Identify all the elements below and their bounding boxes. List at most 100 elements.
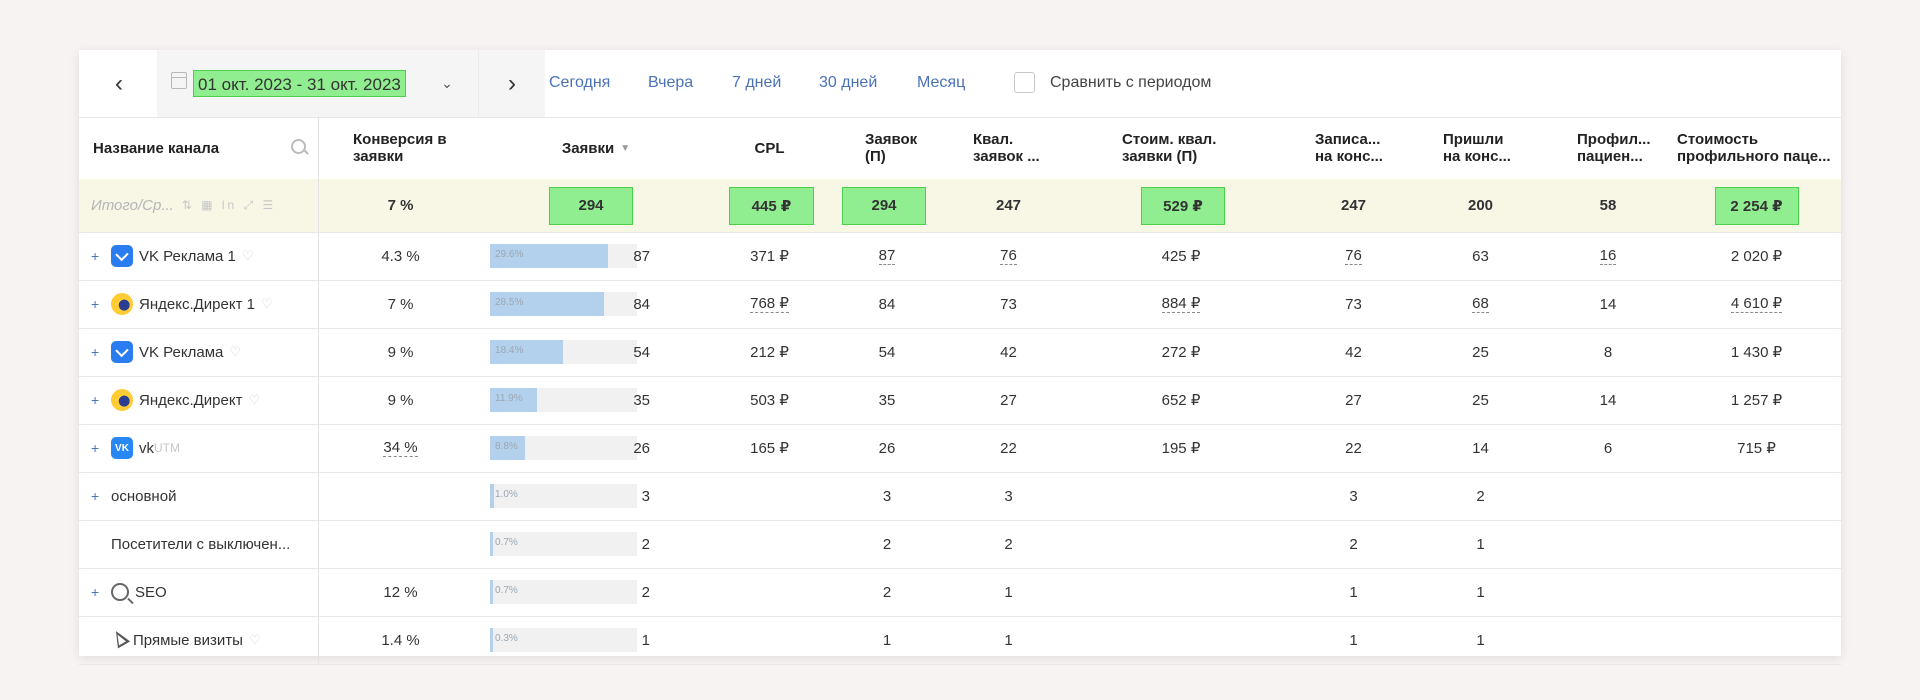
table-row[interactable]: Прямые визиты ♡ 0.3% 1 1.4 % 1 1 1 1 xyxy=(79,616,1841,665)
vk-ads-icon xyxy=(111,341,133,363)
profile-cell: 14 xyxy=(1544,376,1672,424)
search-icon[interactable] xyxy=(291,139,306,154)
leads-p-value[interactable]: 87 xyxy=(878,246,896,265)
channel-cell[interactable]: + VK Реклама ♡ xyxy=(79,328,319,376)
channel-cell[interactable]: + основной xyxy=(79,472,319,520)
booked-value: 1 xyxy=(1349,631,1358,649)
channel-cell[interactable]: + SEO xyxy=(79,568,319,616)
booked-cell: 27 xyxy=(1290,376,1417,424)
conversion-cell: 9 % xyxy=(319,328,482,376)
chevron-right-icon[interactable]: › xyxy=(478,50,545,117)
column-header-cpl[interactable]: CPL xyxy=(754,139,785,157)
favorite-icon[interactable]: ♡ xyxy=(248,392,261,407)
conversion-value[interactable]: 34 % xyxy=(383,438,418,457)
profile-cost-cell: 2 020 ₽ xyxy=(1672,232,1841,280)
qualified-cost-value[interactable]: 884 ₽ xyxy=(1161,294,1201,313)
date-range-value[interactable]: 01 окт. 2023 - 31 окт. 2023 xyxy=(193,70,406,97)
chevron-left-icon[interactable]: ‹ xyxy=(115,70,123,97)
expand-icon[interactable]: + xyxy=(91,296,100,312)
came-value: 1 xyxy=(1476,631,1485,649)
conversion-cell: 4.3 % xyxy=(319,232,482,280)
booked-value[interactable]: 76 xyxy=(1345,246,1362,265)
profile-cell xyxy=(1544,568,1672,616)
column-header-booked[interactable]: Записа... на конс... xyxy=(1315,131,1383,165)
came-cell: 14 xyxy=(1417,424,1544,472)
leads-value: 1 xyxy=(641,631,650,649)
leads-p-cell: 2 xyxy=(829,520,945,568)
qualified-value: 2 xyxy=(1004,535,1013,553)
favorite-icon[interactable]: ♡ xyxy=(241,248,254,263)
column-header-profile[interactable]: Профил... пациен... xyxy=(1577,131,1651,165)
table-row[interactable]: + VK Реклама ♡ 18.4% 54 9 % 212 ₽ 54 42 272 ₽ 42 25… xyxy=(79,328,1841,377)
channel-cell[interactable]: + Яндекс.Директ ♡ xyxy=(79,376,319,424)
expand-icon[interactable]: + xyxy=(91,344,100,360)
expand-icon[interactable]: + xyxy=(91,488,100,504)
sort-desc-icon[interactable]: ▼ xyxy=(620,142,631,154)
leads-p-value: 35 xyxy=(878,391,896,409)
profile-cell: 14 xyxy=(1544,280,1672,328)
expand-icon[interactable]: + xyxy=(91,584,100,600)
came-value: 63 xyxy=(1472,247,1489,265)
channel-cell[interactable]: Прямые визиты ♡ xyxy=(79,616,319,664)
column-header-conversion[interactable]: Конверсия в заявки xyxy=(353,131,447,165)
channel-cell[interactable]: Посетители с выключен... xyxy=(79,520,319,568)
column-header-leads[interactable]: Заявки ▼ xyxy=(561,139,631,157)
qualified-cost-cell xyxy=(1072,472,1290,520)
column-header-channel[interactable]: Название канала xyxy=(79,117,319,179)
quick-range-today[interactable]: Сегодня xyxy=(549,74,611,91)
table-row[interactable]: + Яндекс.Директ 1 ♡ 28.5% 84 7 % 768 ₽ 84 73 884 … xyxy=(79,280,1841,329)
chevron-down-icon[interactable]: ⌄ xyxy=(441,75,453,91)
quick-range-month[interactable]: Месяц xyxy=(917,74,966,91)
qualified-cell: 22 xyxy=(945,424,1072,472)
total-cpl: 445 ₽ xyxy=(729,186,814,225)
profile-cost-value: 1 430 ₽ xyxy=(1730,344,1783,361)
quick-range-30-days[interactable]: 30 дней xyxy=(819,74,878,91)
qualified-value[interactable]: 76 xyxy=(1000,246,1017,265)
leads-share: 0.3% xyxy=(495,633,518,644)
leads-p-value: 84 xyxy=(878,295,896,313)
expand-icon[interactable]: + xyxy=(91,248,100,264)
booked-value: 42 xyxy=(1345,343,1362,361)
favorite-icon[interactable]: ♡ xyxy=(248,632,261,647)
booked-value: 73 xyxy=(1345,295,1362,313)
leads-value: 26 xyxy=(633,439,650,457)
total-tools-icons[interactable]: ⇅ ▦ ln ⤢ ☰ xyxy=(181,198,277,212)
table-row[interactable]: Посетители с выключен... 0.7% 2 2 2 2 1 xyxy=(79,520,1841,569)
date-range-picker[interactable]: 01 окт. 2023 - 31 окт. 2023 ⌄ xyxy=(157,50,478,117)
cpl-value[interactable]: 768 ₽ xyxy=(750,294,789,313)
expand-icon[interactable]: + xyxy=(91,392,100,408)
channel-cell[interactable]: + VK Реклама 1 ♡ xyxy=(79,232,319,280)
cpl-cell xyxy=(710,616,829,664)
quick-range-7-days[interactable]: 7 дней xyxy=(732,74,782,91)
column-header-qualified[interactable]: Квал. заявок ... xyxy=(973,131,1040,165)
expand-icon[interactable]: + xyxy=(91,440,100,456)
table-row[interactable]: + VK vk UTM 8.8% 26 34 % 165 ₽ 26 22 195 ₽ 22 14 6 715… xyxy=(79,424,1841,473)
column-header-profile-cost[interactable]: Стоимость профильного паце... xyxy=(1677,131,1831,165)
profile-cost-value[interactable]: 4 610 ₽ xyxy=(1730,294,1783,313)
column-header-leads-p[interactable]: Заявок (П) xyxy=(865,131,918,165)
column-header-qualified-cost[interactable]: Стоим. квал. заявки (П) xyxy=(1122,131,1217,165)
total-came: 200 xyxy=(1467,197,1494,214)
quick-range-yesterday[interactable]: Вчера xyxy=(648,74,694,91)
table-row[interactable]: + SEO 0.7% 2 12 % 2 1 1 1 xyxy=(79,568,1841,617)
leads-bar-track xyxy=(490,580,637,604)
favorite-icon[interactable]: ♡ xyxy=(229,344,242,359)
search-icon xyxy=(111,583,129,601)
leads-cell: 29.6% 87 xyxy=(482,232,710,280)
qualified-cost-cell: 652 ₽ xyxy=(1072,376,1290,424)
compare-checkbox[interactable] xyxy=(1014,72,1035,93)
profile-value[interactable]: 16 xyxy=(1599,246,1617,265)
table-row[interactable]: + VK Реклама 1 ♡ 29.6% 87 4.3 % 371 ₽ 87 76 425 ₽… xyxy=(79,232,1841,281)
channel-cell[interactable]: + VK vk UTM xyxy=(79,424,319,472)
leads-bar-track xyxy=(490,532,637,556)
column-header-came[interactable]: Пришли на конс... xyxy=(1443,131,1511,165)
profile-cell xyxy=(1544,472,1672,520)
came-value[interactable]: 68 xyxy=(1472,294,1489,313)
channel-cell[interactable]: + Яндекс.Директ 1 ♡ xyxy=(79,280,319,328)
cursor-icon xyxy=(111,629,127,651)
table-row[interactable]: + Яндекс.Директ ♡ 11.9% 35 9 % 503 ₽ 35 27 652 ₽ 2… xyxy=(79,376,1841,425)
channel-name: основной xyxy=(111,487,177,505)
favorite-icon[interactable]: ♡ xyxy=(260,296,273,311)
leads-p-cell: 35 xyxy=(829,376,945,424)
table-row[interactable]: + основной 1.0% 3 3 3 3 2 xyxy=(79,472,1841,521)
